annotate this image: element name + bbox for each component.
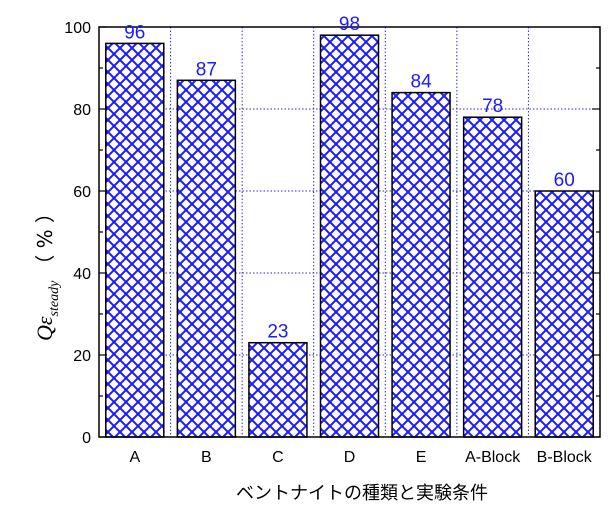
data-label-C: 23: [267, 322, 288, 343]
x-tick-label: D: [344, 449, 356, 466]
y-axis-title-main: Qε: [32, 316, 57, 341]
x-axis-title: ベントナイトの種類と実験条件: [236, 483, 488, 504]
y-tick-label: 80: [73, 102, 91, 119]
bar-A: [105, 42, 165, 438]
y-tick-label: 40: [73, 266, 91, 283]
y-axis-title-subscript: steady: [47, 280, 62, 317]
data-label-B: 87: [196, 59, 217, 80]
bar-A-Block: [462, 116, 523, 438]
x-tick-label: E: [416, 449, 427, 466]
bar-B-Block: [534, 190, 594, 438]
bar-D: [319, 34, 380, 438]
y-axis-title: Qεsteady （ % ）: [32, 203, 62, 341]
x-tick-label: A-Block: [465, 449, 521, 466]
data-labels: 96 87 23 98 84 78 60: [124, 14, 575, 343]
y-tick-label: 60: [73, 184, 91, 201]
data-label-A: 96: [124, 22, 145, 43]
bar-B: [176, 79, 237, 438]
bar-C: [248, 341, 308, 438]
data-label-B-Block: 60: [554, 170, 575, 191]
data-label-E: 84: [411, 72, 433, 93]
x-tick-label: B-Block: [537, 449, 593, 466]
y-tick-label: 20: [73, 348, 91, 365]
data-label-D: 98: [339, 14, 360, 35]
x-tick-label: B: [201, 449, 212, 466]
x-tick-label: C: [272, 449, 284, 466]
y-tick-label: 100: [64, 20, 91, 37]
axis-ticks: A B C D E A-Block B-Block 0 20 40 60 80 100: [64, 20, 600, 466]
bar-E: [391, 91, 451, 438]
x-tick-label: A: [129, 449, 140, 466]
svg-text:Qεsteady（ % ）: Qεsteady （ % ）: [32, 203, 62, 341]
y-tick-label: 0: [82, 430, 91, 447]
bars: [105, 34, 594, 438]
data-label-A-Block: 78: [482, 96, 503, 117]
y-axis-title-unit: （ % ）: [33, 203, 57, 275]
